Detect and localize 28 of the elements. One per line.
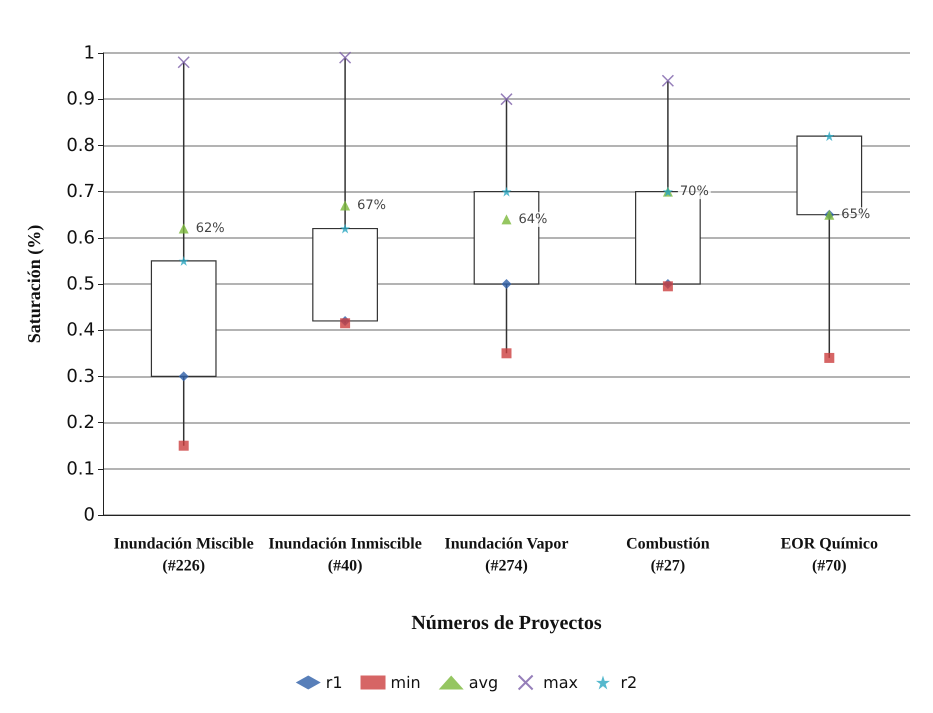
data-label: 64% (518, 212, 548, 227)
data-label: 67% (357, 198, 386, 213)
data-label: 70% (680, 184, 709, 200)
x-axis-title: Números de Proyectos (411, 612, 602, 634)
y-tick-label: 0.1 (66, 458, 95, 480)
x-tick-label: Inundación Miscible (#226) (114, 536, 254, 574)
legend-label: r2 (620, 673, 638, 692)
x-tick-label: Combustión (#27) (626, 536, 710, 574)
y-tick-label: 0.9 (66, 88, 95, 110)
y-tick-label: 0 (84, 504, 95, 526)
y-tick-label: 0.3 (66, 366, 95, 387)
y-tick-label: 0.2 (66, 412, 95, 434)
y-tick-label: 0.5 (66, 274, 95, 294)
y-tick-label: 0.7 (66, 181, 95, 202)
data-label: 65% (841, 207, 870, 222)
data-label: 62% (196, 221, 225, 236)
y-axis-title: Saturación (%) (24, 224, 44, 344)
legend-label: min (390, 673, 421, 692)
legend-label: avg (468, 673, 498, 692)
legend-label: r1 (326, 673, 343, 692)
x-tick-label: Inundación Inmiscible (#40) (268, 536, 422, 574)
y-tick-label: 0.6 (66, 227, 95, 248)
x-tick-label: Inundación Vapor (#274) (444, 536, 569, 574)
x-tick-label: EOR Químico (#70) (780, 536, 878, 574)
y-tick-label: 1 (84, 42, 95, 64)
y-tick-label: 0.4 (66, 320, 95, 341)
y-tick-label: 0.8 (66, 134, 95, 156)
legend-label: max (543, 673, 578, 692)
